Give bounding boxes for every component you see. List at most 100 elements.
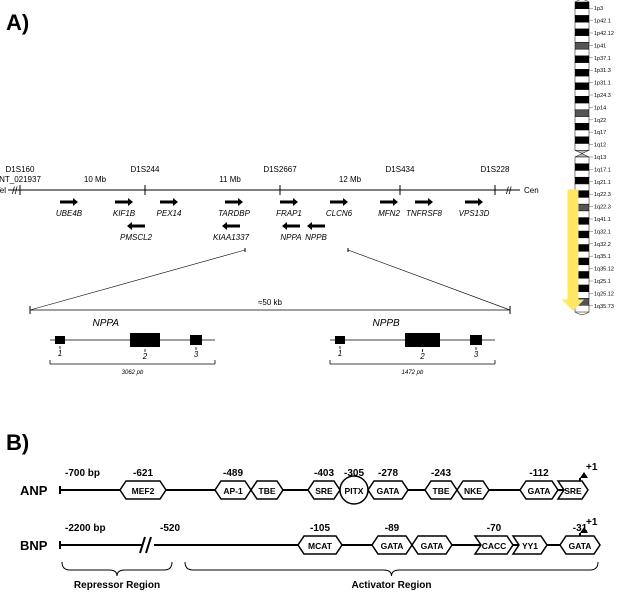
svg-text:-70: -70 [487, 523, 502, 534]
svg-text:1p42.12: 1p42.12 [594, 31, 614, 37]
svg-text:GATA: GATA [528, 486, 551, 496]
svg-text:D1S434: D1S434 [386, 165, 415, 174]
svg-text:TNFRSF8: TNFRSF8 [406, 209, 443, 218]
svg-text:1472 pb: 1472 pb [402, 370, 424, 376]
svg-text:-31: -31 [573, 523, 588, 534]
svg-text:3: 3 [474, 350, 479, 359]
svg-text:CLCN6: CLCN6 [326, 209, 353, 218]
svg-text:2: 2 [419, 352, 425, 361]
panel-b-label: B) [6, 430, 29, 456]
svg-text:MEF2: MEF2 [132, 486, 155, 496]
svg-text:3062 pb: 3062 pb [122, 370, 144, 376]
svg-text:TBE: TBE [433, 486, 450, 496]
svg-text:-112: -112 [529, 468, 549, 479]
svg-text:D1S244: D1S244 [131, 165, 160, 174]
svg-text:1q22: 1q22 [594, 118, 606, 124]
svg-text:D1S228: D1S228 [481, 165, 510, 174]
svg-text:PMSCL2: PMSCL2 [120, 233, 153, 242]
svg-text:3: 3 [194, 350, 199, 359]
svg-text:KIF1B: KIF1B [113, 209, 136, 218]
svg-text:2: 2 [142, 352, 148, 361]
svg-text:SRE: SRE [315, 486, 333, 496]
svg-text:1p24.3: 1p24.3 [594, 93, 611, 99]
svg-text:Tel: Tel [0, 186, 6, 195]
svg-text:NPPA: NPPA [280, 233, 301, 242]
svg-text:D1S2667: D1S2667 [263, 165, 297, 174]
svg-text:PITX: PITX [345, 486, 364, 496]
svg-text:10 Mb: 10 Mb [84, 175, 107, 184]
svg-text:1q22.3: 1q22.3 [594, 192, 611, 198]
svg-text:NPPB: NPPB [305, 233, 327, 242]
svg-text:1q41.1: 1q41.1 [594, 217, 611, 223]
svg-text:-278: -278 [378, 468, 398, 479]
svg-text:Cen: Cen [524, 186, 539, 195]
svg-text:VPS13D: VPS13D [459, 209, 490, 218]
svg-text:NKE: NKE [464, 486, 482, 496]
svg-text:GATA: GATA [569, 541, 592, 551]
svg-text:GATA: GATA [421, 541, 444, 551]
svg-text:1p37.1: 1p37.1 [594, 56, 611, 62]
svg-text:MFN2: MFN2 [378, 209, 400, 218]
svg-text:-489: -489 [223, 468, 243, 479]
svg-text:1q25.12: 1q25.12 [594, 291, 614, 297]
svg-text:1q13: 1q13 [594, 155, 606, 161]
svg-text:TBE: TBE [259, 486, 276, 496]
svg-text:1p41: 1p41 [594, 43, 606, 49]
svg-text:1p14: 1p14 [594, 105, 606, 111]
svg-text:1: 1 [338, 349, 342, 358]
svg-text:AP-1: AP-1 [223, 486, 243, 496]
svg-text:MCAT: MCAT [308, 541, 333, 551]
svg-text:-89: -89 [385, 523, 400, 534]
svg-text:1q32.1: 1q32.1 [594, 229, 611, 235]
svg-text:1: 1 [58, 349, 62, 358]
svg-text:ANP: ANP [20, 483, 48, 498]
svg-text:+1: +1 [586, 517, 598, 528]
figure-svg: Tel Cen D1S160NT_021937 D1S244 10 Mb D1S2667 1… [0, 0, 623, 590]
svg-text:≈50 kb: ≈50 kb [258, 298, 283, 307]
svg-text:1p31.3: 1p31.3 [594, 68, 611, 74]
svg-text:+1: +1 [586, 462, 598, 473]
svg-text:CACC: CACC [482, 541, 507, 551]
svg-text:1q17: 1q17 [594, 130, 606, 136]
svg-text:11 Mb: 11 Mb [219, 175, 241, 184]
svg-text://: // [506, 186, 512, 197]
svg-text:NPPB: NPPB [373, 318, 401, 329]
svg-text:1q22.3: 1q22.3 [594, 205, 611, 211]
svg-text:TARDBP: TARDBP [218, 209, 251, 218]
svg-text:1q35.73: 1q35.73 [594, 304, 614, 310]
svg-text://: // [12, 186, 18, 197]
svg-text:KIAA1337: KIAA1337 [213, 233, 250, 242]
panel-a-label: A) [6, 10, 29, 36]
svg-text:-520: -520 [160, 523, 180, 534]
svg-text:1p42.1: 1p42.1 [594, 19, 611, 25]
svg-text:GATA: GATA [381, 541, 404, 551]
svg-text:12 Mb: 12 Mb [339, 175, 362, 184]
svg-text:NPPA: NPPA [93, 318, 120, 329]
svg-text:1q21.1: 1q21.1 [594, 180, 611, 186]
svg-text:1p31.1: 1p31.1 [594, 81, 611, 87]
svg-text:NT_021937: NT_021937 [0, 175, 41, 184]
svg-text:1q35.12: 1q35.12 [594, 267, 614, 273]
svg-text:-621: -621 [133, 468, 153, 479]
svg-text:BNP: BNP [20, 538, 48, 553]
svg-text:Repressor Region: Repressor Region [74, 580, 160, 590]
svg-text:-105: -105 [310, 523, 330, 534]
svg-text:1q17.1: 1q17.1 [594, 167, 611, 173]
svg-text:-403: -403 [314, 468, 334, 479]
svg-text:FRAP1: FRAP1 [276, 209, 302, 218]
svg-text:1p3: 1p3 [594, 6, 603, 12]
svg-text:-700 bp: -700 bp [65, 468, 100, 479]
svg-text:-243: -243 [431, 468, 451, 479]
svg-text:D1S160: D1S160 [6, 165, 35, 174]
svg-text:GATA: GATA [377, 486, 400, 496]
svg-text:UBE4B: UBE4B [56, 209, 83, 218]
svg-text:YY1: YY1 [522, 541, 538, 551]
svg-text:1q35.1: 1q35.1 [594, 254, 611, 260]
svg-text:1q32.2: 1q32.2 [594, 242, 611, 248]
svg-text:1q12: 1q12 [594, 143, 606, 149]
svg-text:Activator Region: Activator Region [351, 580, 431, 590]
svg-text:-2200 bp: -2200 bp [65, 523, 106, 534]
svg-text:PEX14: PEX14 [157, 209, 182, 218]
svg-text:1q25.1: 1q25.1 [594, 279, 611, 285]
svg-text:SRE: SRE [564, 486, 582, 496]
